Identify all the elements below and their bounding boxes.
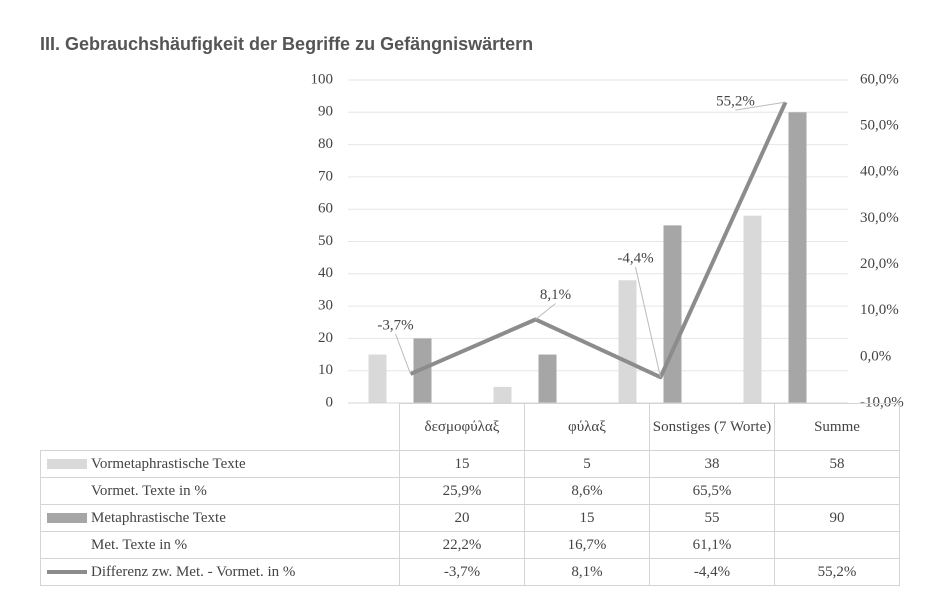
corner-cell (41, 404, 400, 451)
table-value: 15 (399, 450, 525, 478)
bar (663, 225, 682, 403)
data-table: δεσμοφύλαξ φύλαξ Sonstiges (7 Worte) Summe V… (40, 403, 900, 586)
table-value: -3,7% (399, 558, 525, 586)
category-label: Sonstiges (7 Worte) (649, 403, 775, 451)
table-value: -4,4% (649, 558, 775, 586)
table-value: 20 (399, 504, 525, 532)
category-label: Summe (774, 403, 900, 451)
legend-key (47, 513, 87, 524)
y-tick-label: 30 (318, 298, 333, 314)
table-value: 61,1% (649, 531, 775, 559)
category-label: φύλαξ (524, 403, 650, 451)
y-tick-label: 40 (318, 265, 333, 281)
row-name: Vormetaphrastische Texte (40, 450, 400, 478)
y2-tick-label: 40,0% (860, 164, 899, 180)
leader-line (535, 303, 556, 320)
empty-cell (774, 531, 900, 559)
table-value: 55 (649, 504, 775, 532)
y-tick-label: 10 (318, 362, 333, 378)
table-value: 25,9% (399, 477, 525, 505)
table-value: 15 (524, 504, 650, 532)
row-name: Differenz zw. Met. - Vormet. in % (40, 558, 400, 586)
header-row: δεσμοφύλαξ φύλαξ Sonstiges (7 Worte) Summe (41, 403, 900, 451)
y-tick-label: 60 (318, 201, 333, 217)
data-label: 8,1% (540, 287, 571, 303)
y2-tick-label: 10,0% (860, 302, 899, 318)
table-row: Vormetaphrastische Texte 15 5 38 58 (40, 450, 900, 478)
table-value: 55,2% (774, 558, 900, 586)
category-label: δεσμοφύλαξ (399, 403, 525, 451)
y-tick-label: 0 (326, 394, 334, 410)
y2-tick-label: 30,0% (860, 210, 899, 226)
leader-line (635, 267, 661, 378)
bar (743, 215, 762, 403)
y2-tick-label: 60,0% (860, 71, 899, 87)
y-tick-label: 50 (318, 233, 333, 249)
table-value: 38 (649, 450, 775, 478)
y-tick-label: 90 (318, 104, 333, 120)
row-name: Met. Texte in % (40, 531, 400, 559)
bar (618, 280, 637, 403)
data-label: 55,2% (716, 94, 755, 110)
table-value: 8,1% (524, 558, 650, 586)
row-label: Vormetaphrastische Texte (91, 455, 246, 472)
line (409, 101, 788, 380)
data-label: -3,7% (377, 317, 413, 333)
row-name: Metaphrastische Texte (40, 504, 400, 532)
table-row: Met. Texte in % 22,2% 16,7% 61,1% (40, 531, 900, 559)
y-tick-label: 80 (318, 136, 333, 152)
bar (788, 112, 807, 404)
legend-key (47, 570, 87, 575)
table-value: 5 (524, 450, 650, 478)
table-value: 65,5% (649, 477, 775, 505)
bar (368, 354, 387, 403)
y2-tick-label: 0,0% (860, 348, 891, 364)
table-value: 22,2% (399, 531, 525, 559)
row-label: Metaphrastische Texte (91, 509, 226, 526)
bar (538, 354, 557, 403)
table-value: 90 (774, 504, 900, 532)
y2-tick-label: 50,0% (860, 118, 899, 134)
leader-line (735, 101, 786, 111)
row-label: Met. Texte in % (91, 536, 188, 553)
table-row: Metaphrastische Texte 20 15 55 90 (40, 504, 900, 532)
data-label: -4,4% (617, 251, 653, 267)
table-row: Differenz zw. Met. - Vormet. in % -3,7% 8,… (40, 558, 900, 586)
leader-line (395, 333, 411, 375)
y2-tick-label: 20,0% (860, 256, 899, 272)
empty-cell (774, 477, 900, 505)
bar (493, 386, 512, 403)
table-value: 58 (774, 450, 900, 478)
chart-title: III. Gebrauchshäufigkeit der Begriffe zu… (40, 34, 533, 54)
y-tick-label: 70 (318, 168, 333, 184)
y-tick-label: 100 (311, 71, 334, 87)
table-row: Vormet. Texte in % 25,9% 8,6% 65,5% (40, 477, 900, 505)
legend-key (47, 459, 87, 470)
table-value: 8,6% (524, 477, 650, 505)
row-label: Vormet. Texte in % (91, 482, 207, 499)
row-name: Vormet. Texte in % (40, 477, 400, 505)
table-value: 16,7% (524, 531, 650, 559)
y-tick-label: 20 (318, 330, 333, 346)
row-label: Differenz zw. Met. - Vormet. in % (91, 563, 296, 580)
